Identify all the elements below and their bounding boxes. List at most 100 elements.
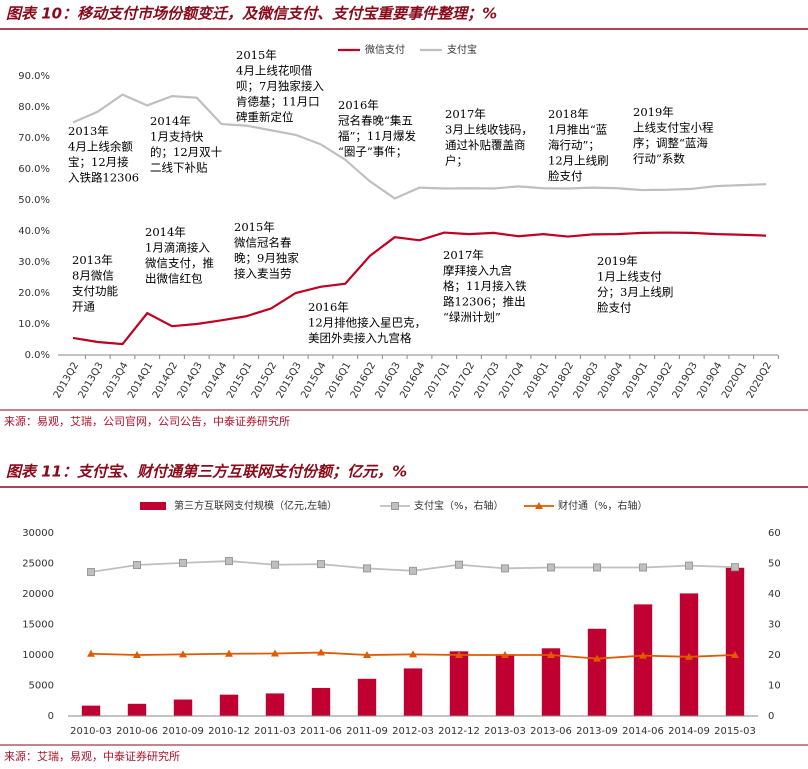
annotation: 晚；9月独家 [234, 251, 299, 265]
series-line [72, 93, 767, 200]
bar [403, 668, 423, 716]
annotation: 户； [445, 154, 468, 168]
x-tick-label: 2011-03 [254, 726, 296, 737]
bar [127, 703, 147, 716]
annotation: 1月滴滴接入 [145, 241, 210, 255]
x-tick-label: 2011-09 [346, 726, 388, 737]
marker [731, 563, 739, 572]
annotation: 福”；11月爆发 [338, 129, 417, 143]
marker [547, 563, 555, 572]
marker [593, 563, 601, 572]
annotation: 1月推出“蓝 [548, 123, 607, 137]
annotation: 12月上线刷 [548, 154, 609, 168]
marker [133, 561, 141, 570]
bar [357, 678, 377, 716]
y-tick-label: 80.0% [18, 102, 50, 113]
annotation: 2017年 [443, 248, 484, 262]
x-tick-label: 2010-12 [208, 726, 250, 737]
annotation: 宝；12月接 [68, 155, 129, 169]
legend-label: 微信支付 [365, 43, 405, 56]
x-tick-label: 2020Q2 [745, 361, 774, 401]
bar [311, 687, 331, 716]
annotation: 上线支付宝小程 [633, 121, 714, 135]
marker [685, 652, 693, 660]
annotation: 2019年 [633, 105, 674, 119]
marker [317, 648, 325, 656]
annotation: 3月上线收钱码， [445, 123, 533, 137]
annotation: 8月微信 [72, 269, 114, 283]
annotation: 2019年 [597, 254, 638, 268]
y-tick-label: 50.0% [18, 195, 50, 206]
y2-tick-label: 50 [768, 559, 781, 570]
source-note: 来源：易观，艾瑞，公司官网，公司公告，中泰证券研究所 [4, 414, 290, 428]
annotation: 4月上线花呗借 [236, 64, 313, 78]
marker [593, 654, 601, 662]
marker [639, 651, 647, 659]
y2-tick-label: 0 [768, 711, 774, 722]
x-tick-label: 2013-09 [576, 726, 618, 737]
bar [725, 567, 745, 716]
marker [133, 651, 141, 658]
bar [173, 699, 193, 716]
y-tick-label: 90.0% [18, 71, 50, 82]
x-tick-label: 2015-03 [714, 726, 756, 737]
y-tick-label: 0.0% [25, 350, 50, 361]
annotation: 出微信红包 [145, 272, 203, 286]
marker [455, 651, 463, 658]
bar [495, 654, 515, 716]
annotation: 二线下补贴 [150, 161, 208, 175]
y-tick-label: 20.0% [18, 288, 50, 299]
bar [541, 648, 561, 716]
x-tick-label: 2014-06 [622, 726, 664, 737]
annotation: 2018年 [548, 107, 589, 121]
bar [449, 651, 469, 716]
x-tick-label: 2010-06 [116, 726, 158, 737]
x-tick-label: 2013-06 [530, 726, 572, 737]
legend-label: 第三方互联网支付规模（亿元,左轴） [174, 499, 337, 512]
legend-label: 财付通（%，右轴） [558, 499, 648, 512]
x-tick-label: 2012-03 [392, 726, 434, 737]
figure-title: 图表 10：移动支付市场份额变迁，及微信支付、支付宝重要事件整理；% [6, 5, 497, 23]
annotation: 4月上线余额 [68, 140, 133, 154]
annotation: 美团外卖接入九宫格 [308, 331, 412, 345]
annotation: 2017年 [445, 107, 486, 121]
annotation: 脸支付 [548, 169, 583, 183]
bar [81, 705, 101, 716]
annotation: 格；11月接入铁 [443, 279, 527, 293]
annotation: 12月排他接入星巴克， [308, 316, 426, 330]
marker [271, 649, 279, 657]
x-tick-label: 2013-03 [484, 726, 526, 737]
y2-tick-label: 30 [768, 620, 781, 631]
x-tick-label: 2012-12 [438, 726, 480, 737]
y-tick-label: 40.0% [18, 226, 50, 237]
marker [685, 561, 693, 570]
x-tick-label: 2010-03 [70, 726, 112, 737]
annotation: 海行动”； [548, 138, 600, 152]
series-line [72, 231, 767, 346]
y-tick-label: 5000 [29, 681, 54, 692]
marker [501, 564, 509, 573]
annotation: 接入麦当劳 [234, 267, 292, 281]
annotation: 2013年 [72, 253, 113, 267]
marker [179, 558, 187, 567]
marker [363, 564, 371, 573]
x-tick-label: 2014-09 [668, 726, 710, 737]
annotation: 2016年 [308, 300, 349, 314]
annotation: 开通 [72, 300, 95, 314]
y-tick-label: 10000 [22, 650, 54, 661]
marker [87, 568, 95, 577]
y-tick-label: 25000 [22, 559, 54, 570]
marker [87, 649, 95, 657]
legend-swatch [140, 502, 166, 510]
y2-tick-label: 40 [768, 589, 781, 600]
annotation: 肯德基；11月口 [236, 95, 320, 109]
y-tick-label: 30000 [22, 528, 54, 539]
annotation: 的；12月双十 [150, 145, 222, 159]
marker [547, 651, 555, 658]
marker [271, 560, 279, 569]
annotation: 冠名春晚“集五 [338, 114, 413, 128]
y2-tick-label: 20 [768, 650, 781, 661]
annotation: 入铁路12306 [68, 171, 139, 185]
annotation: 呗；7月独家接入 [236, 79, 324, 93]
x-tick-label: 2011-06 [300, 726, 342, 737]
